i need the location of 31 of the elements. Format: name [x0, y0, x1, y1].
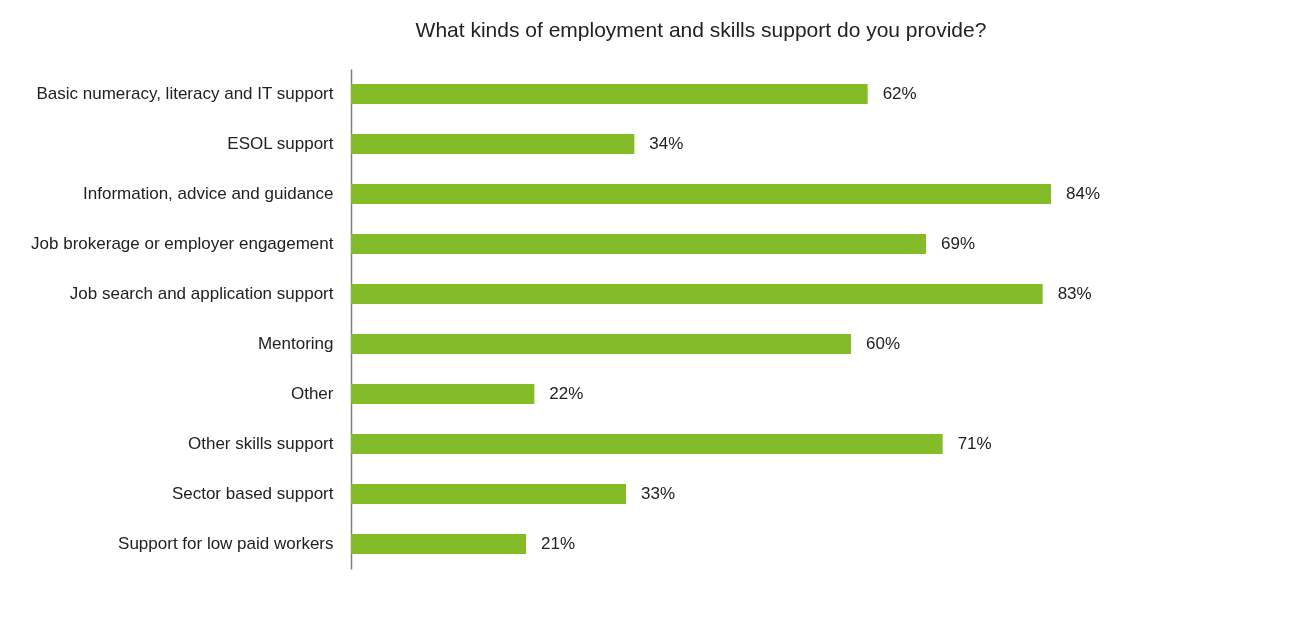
bar: [351, 334, 851, 354]
y-tick-label: Sector based support: [171, 484, 334, 503]
y-tick-label: Job search and application support: [69, 284, 334, 303]
bar: [351, 384, 535, 404]
bar: [351, 134, 635, 154]
data-label: 84%: [1066, 184, 1101, 203]
bar: [351, 434, 943, 454]
data-label: 34%: [649, 134, 684, 153]
y-tick-label: Other: [290, 384, 334, 403]
bar: [351, 84, 868, 104]
data-label: 60%: [866, 334, 901, 353]
y-tick-label: Basic numeracy, literacy and IT support: [36, 84, 334, 103]
data-label: 21%: [541, 534, 576, 553]
data-label: 69%: [941, 234, 976, 253]
y-tick-label: ESOL support: [227, 134, 334, 153]
y-tick-label: Mentoring: [257, 334, 334, 353]
data-label: 83%: [1057, 284, 1092, 303]
y-tick-label: Support for low paid workers: [118, 534, 334, 553]
bar: [351, 284, 1043, 304]
chart-title: What kinds of employment and skills support do you provide?: [415, 18, 987, 41]
y-tick-label: Job brokerage or employer engagement: [31, 234, 334, 253]
data-label: 71%: [957, 434, 992, 453]
data-label: 33%: [641, 484, 676, 503]
bar: [351, 184, 1051, 204]
bar: [351, 484, 626, 504]
data-label: 62%: [882, 84, 917, 103]
y-tick-label: Information, advice and guidance: [83, 184, 334, 203]
y-tick-label: Other skills support: [188, 434, 334, 453]
bar: [351, 534, 526, 554]
bar: [351, 234, 926, 254]
data-label: 22%: [549, 384, 584, 403]
